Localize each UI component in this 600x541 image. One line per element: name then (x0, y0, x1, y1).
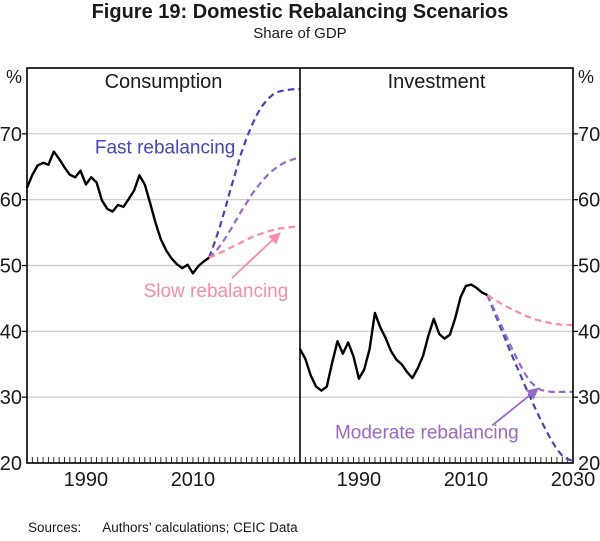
percent-unit-left: % (6, 67, 22, 87)
y-tick-label-left-50: 50 (0, 256, 22, 278)
y-tick-label-right-20: 20 (578, 453, 600, 475)
panel-title-investment: Investment (388, 71, 486, 93)
y-tick-label-left-20: 20 (0, 453, 22, 475)
x-tick-label-investment-1990: 1990 (337, 469, 382, 491)
sources-text: Authors’ calculations; CEIC Data (102, 520, 298, 535)
consumption-historical-series (25, 150, 210, 275)
percent-unit-right: % (578, 67, 594, 87)
moderate-rebalancing-arrow (491, 387, 539, 427)
y-tick-label-right-40: 40 (578, 321, 600, 343)
figure-title: Figure 19: Domestic Rebalancing Scenario… (91, 1, 509, 23)
consumption-fast-rebalancing-series (207, 87, 300, 258)
fast-rebalancing-label: Fast rebalancing (95, 137, 235, 158)
x-tick-label-consumption-2010: 2010 (171, 469, 216, 491)
sources-note: Sources: Authors’ calculations; CEIC Dat… (28, 520, 298, 535)
y-tick-label-right-60: 60 (578, 190, 600, 212)
y-tick-label-right-50: 50 (578, 256, 600, 278)
y-tick-label-left-30: 30 (0, 387, 22, 409)
investment-moderate-rebalancing-series (486, 294, 573, 393)
x-tick-label-investment-2010: 2010 (444, 469, 489, 491)
x-tick-label-consumption-1990: 1990 (64, 469, 109, 491)
sources-label: Sources: (28, 520, 82, 535)
y-tick-label-right-30: 30 (578, 387, 600, 409)
x-tick-label-investment-2030: 2030 (551, 469, 596, 491)
slow-rebalancing-label: Slow rebalancing (144, 281, 289, 302)
y-tick-label-left-60: 60 (0, 190, 22, 212)
consumption-slow-rebalancing-series (208, 224, 301, 259)
y-tick-label-left-40: 40 (0, 321, 22, 343)
slow-rebalancing-arrow (231, 232, 281, 279)
investment-slow-rebalancing-series (486, 294, 574, 327)
consumption-moderate-rebalancing-series (208, 157, 301, 259)
investment-historical-series (298, 283, 488, 392)
panel-title-consumption: Consumption (105, 71, 223, 93)
y-tick-label-right-70: 70 (578, 124, 600, 146)
moderate-rebalancing-label: Moderate rebalancing (335, 422, 519, 443)
figure-subtitle: Share of GDP (253, 25, 347, 42)
y-tick-label-left-70: 70 (0, 124, 22, 146)
